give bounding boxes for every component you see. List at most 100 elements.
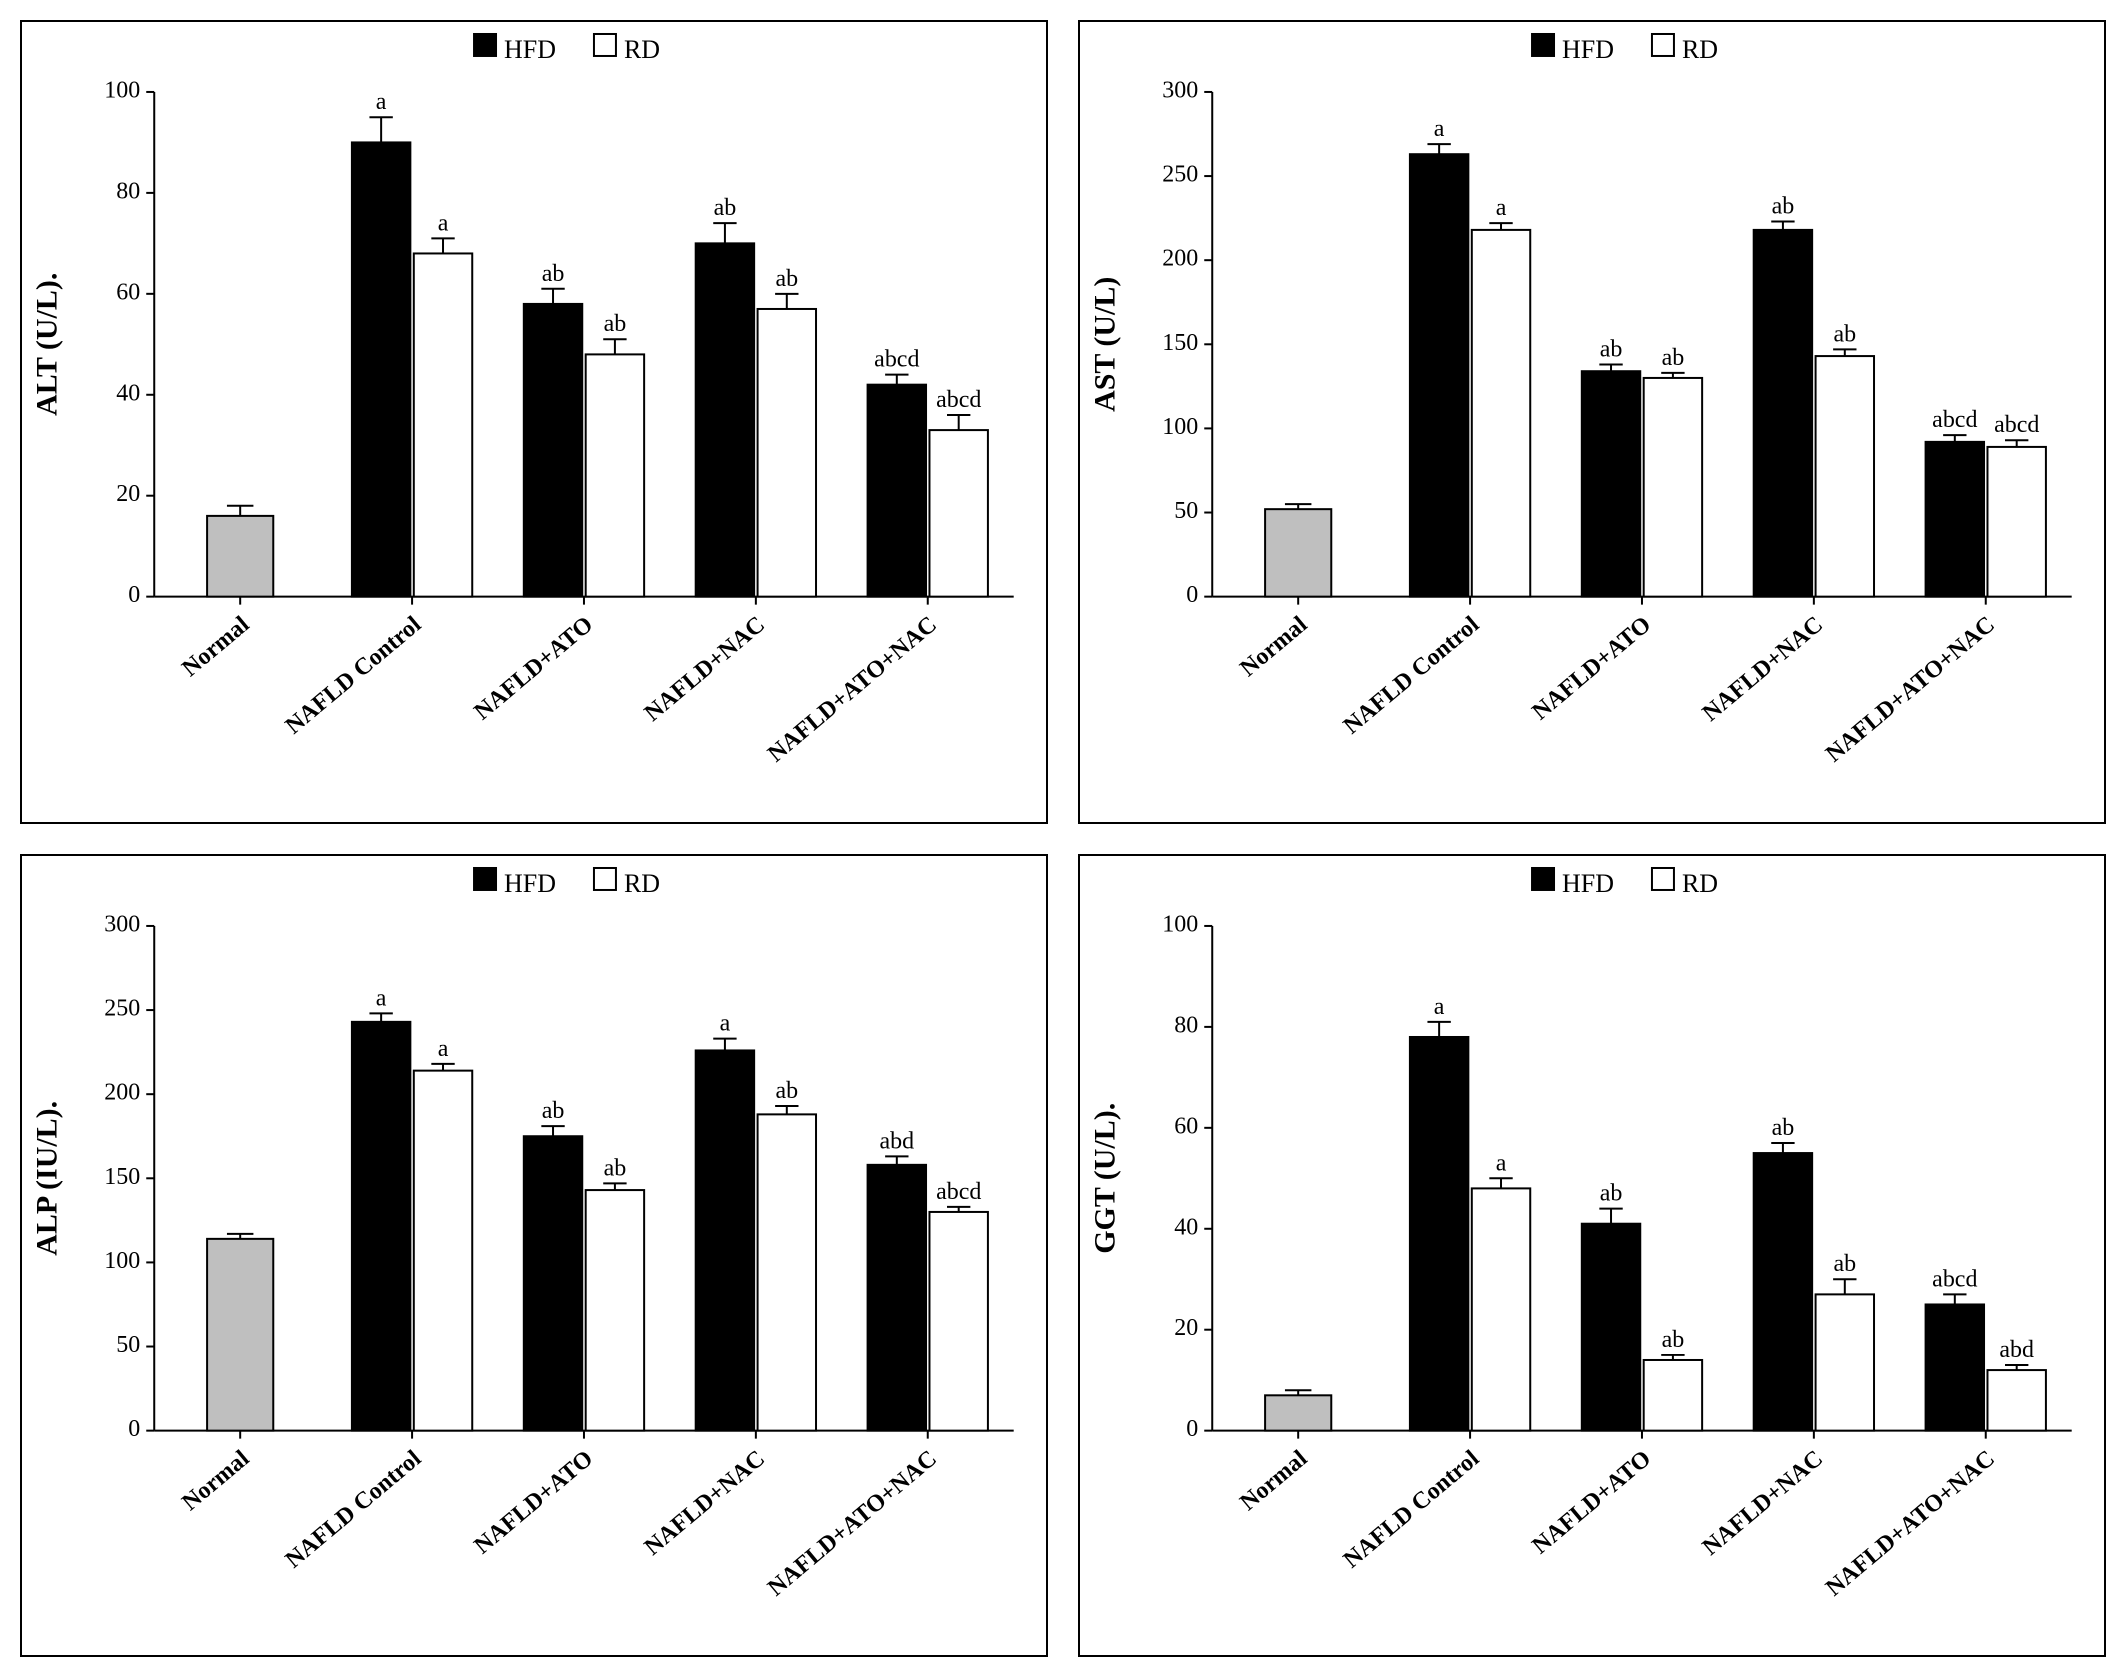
bar-annotation: abd: [880, 1128, 915, 1154]
category-label: NAFLD+ATO: [1528, 612, 1657, 726]
legend-hfd-swatch: [1532, 867, 1554, 889]
bar: [1410, 1036, 1468, 1430]
category-label: NAFLD+ATO+NAC: [763, 612, 942, 768]
category-label: NAFLD+ATO+NAC: [763, 1445, 942, 1601]
panel-alp: 050100150200250300ALP (IU/L).HFDRDaaabab…: [20, 854, 1048, 1658]
ytick-label: 0: [128, 1416, 140, 1442]
legend-rd-label: RD: [1682, 868, 1718, 897]
ytick-label: 100: [1162, 414, 1198, 440]
legend-hfd-label: HFD: [1562, 35, 1614, 64]
bar-annotation: a: [1496, 195, 1507, 221]
bar-annotation: abcd: [1932, 1266, 1977, 1292]
bar: [1265, 1395, 1331, 1430]
ytick-label: 150: [1162, 330, 1198, 356]
ytick-label: 100: [1162, 911, 1198, 937]
bar-annotation: ab: [604, 1155, 627, 1181]
bar: [524, 304, 582, 597]
bar-annotation: abcd: [936, 1178, 981, 1204]
bar-annotation: abcd: [1994, 412, 2039, 438]
ytick-label: 100: [104, 77, 140, 103]
bar-annotation: abcd: [936, 387, 981, 413]
bar-annotation: ab: [1662, 345, 1685, 371]
category-label: NAFLD+ATO+NAC: [1821, 1445, 2000, 1601]
legend-rd-label: RD: [624, 868, 660, 897]
bar: [207, 1238, 273, 1430]
bar: [1265, 509, 1331, 596]
bar: [1987, 1370, 2045, 1431]
bar: [524, 1136, 582, 1430]
bar: [1926, 442, 1984, 597]
ytick-label: 100: [104, 1247, 140, 1273]
category-label: NAFLD+ATO: [1528, 1445, 1657, 1559]
bar: [352, 142, 410, 596]
bar: [414, 253, 472, 596]
category-label: NAFLD+ATO: [470, 1445, 599, 1559]
bar: [868, 385, 926, 597]
bar-annotation: abcd: [874, 347, 919, 373]
bar-annotation: a: [1496, 1150, 1507, 1176]
ytick-label: 20: [1174, 1315, 1198, 1341]
bar-annotation: a: [1434, 116, 1445, 142]
panel-ggt: 020406080100GGT (U/L).HFDRDaaabababababc…: [1078, 854, 2106, 1658]
panel-alt: 020406080100ALT (U/L).HFDRDaaabababababc…: [20, 20, 1048, 824]
category-label: NAFLD Control: [281, 611, 427, 739]
legend-hfd-swatch: [474, 34, 496, 56]
bar: [758, 309, 816, 597]
bar: [414, 1070, 472, 1430]
bar-annotation: a: [720, 1010, 731, 1036]
bar-annotation: ab: [1833, 1251, 1856, 1277]
y-axis-label: ALT (U/L).: [30, 273, 63, 416]
legend-rd-swatch: [1652, 867, 1674, 889]
ytick-label: 20: [116, 481, 140, 507]
legend-hfd-label: HFD: [504, 35, 556, 64]
bar: [758, 1114, 816, 1430]
category-label: Normal: [177, 611, 254, 682]
legend-rd-label: RD: [624, 35, 660, 64]
category-label: Normal: [1235, 611, 1312, 682]
ytick-label: 200: [1162, 246, 1198, 272]
bar-annotation: ab: [775, 266, 798, 292]
bar-annotation: a: [438, 1035, 449, 1061]
bar: [1816, 1294, 1874, 1430]
bar-annotation: ab: [1600, 1180, 1623, 1206]
ytick-label: 250: [1162, 162, 1198, 188]
ytick-label: 80: [116, 178, 140, 204]
ytick-label: 60: [116, 279, 140, 305]
ytick-label: 60: [1174, 1113, 1198, 1139]
category-label: Normal: [1235, 1445, 1312, 1516]
bar: [586, 1190, 644, 1431]
category-label: NAFLD+NAC: [1698, 612, 1828, 727]
bar: [929, 430, 987, 597]
bar: [1582, 371, 1640, 596]
bar: [207, 516, 273, 597]
bar: [1472, 230, 1530, 597]
ytick-label: 40: [116, 380, 140, 406]
bar: [1644, 1359, 1702, 1430]
ytick-label: 80: [1174, 1012, 1198, 1038]
bar-annotation: a: [1434, 993, 1445, 1019]
bar: [352, 1021, 410, 1430]
bar-annotation: ab: [1600, 336, 1623, 362]
bar: [1410, 154, 1468, 596]
ytick-label: 200: [104, 1079, 140, 1105]
chart-ast: 050100150200250300AST (U/L)HFDRDaaababab…: [1080, 22, 2104, 822]
ytick-label: 50: [1174, 498, 1198, 524]
bar-annotation: ab: [542, 1098, 565, 1124]
category-label: NAFLD+NAC: [1698, 1445, 1828, 1560]
bar-annotation: ab: [1772, 1114, 1795, 1140]
y-axis-label: GGT (U/L).: [1088, 1102, 1121, 1253]
bar: [1644, 378, 1702, 597]
legend-hfd-label: HFD: [504, 868, 556, 897]
chart-alt: 020406080100ALT (U/L).HFDRDaaabababababc…: [22, 22, 1046, 822]
y-axis-label: ALP (IU/L).: [30, 1100, 63, 1255]
ytick-label: 0: [1186, 582, 1198, 608]
legend-hfd-label: HFD: [1562, 868, 1614, 897]
category-label: NAFLD Control: [281, 1445, 427, 1573]
bar-annotation: a: [376, 985, 387, 1011]
bar: [696, 243, 754, 596]
bar: [868, 1164, 926, 1430]
category-label: Normal: [177, 1445, 254, 1516]
bar: [1754, 1153, 1812, 1431]
bar-annotation: ab: [775, 1077, 798, 1103]
bar: [586, 354, 644, 596]
